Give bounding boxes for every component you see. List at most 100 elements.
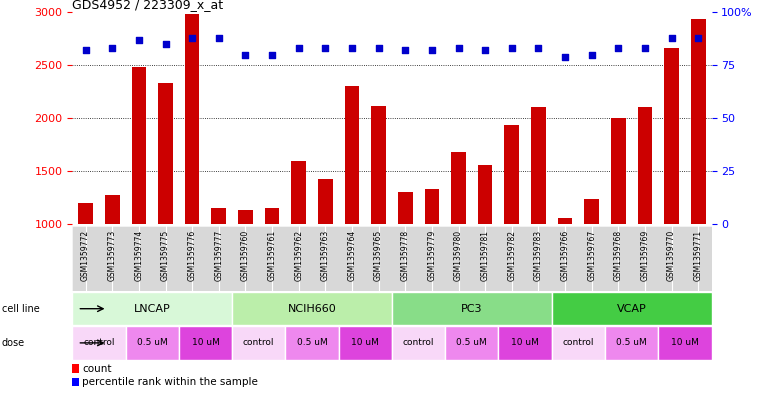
Bar — [212, 208, 226, 224]
Text: GSM1359761: GSM1359761 — [268, 230, 276, 281]
Point — [240, 51, 252, 58]
Bar — [558, 218, 572, 224]
Point — [453, 45, 465, 51]
Text: percentile rank within the sample: percentile rank within the sample — [82, 377, 258, 387]
Text: GSM1359764: GSM1359764 — [348, 230, 356, 281]
Bar — [72, 364, 79, 373]
Text: GSM1359767: GSM1359767 — [587, 230, 596, 281]
Text: 10 uM: 10 uM — [671, 338, 699, 347]
Point — [293, 45, 305, 51]
Bar — [158, 83, 173, 224]
Bar — [265, 208, 279, 224]
Bar — [531, 107, 546, 224]
Bar — [238, 209, 253, 224]
Bar — [291, 161, 306, 224]
Text: GSM1359783: GSM1359783 — [534, 230, 543, 281]
Bar — [232, 326, 285, 360]
Point — [346, 45, 358, 51]
Point — [693, 35, 705, 41]
Bar — [605, 326, 658, 360]
Text: PC3: PC3 — [461, 304, 482, 314]
Point — [266, 51, 279, 58]
Text: GSM1359763: GSM1359763 — [321, 230, 330, 281]
Bar — [132, 67, 146, 224]
Bar — [611, 118, 626, 224]
Bar — [664, 48, 679, 224]
Text: cell line: cell line — [2, 304, 40, 314]
Bar — [339, 326, 392, 360]
Bar — [371, 106, 386, 224]
Text: GSM1359776: GSM1359776 — [188, 230, 196, 281]
Text: control: control — [562, 338, 594, 347]
Point — [533, 45, 545, 51]
Text: GSM1359779: GSM1359779 — [428, 230, 436, 281]
Bar — [126, 326, 179, 360]
Bar — [505, 125, 519, 224]
Text: GSM1359769: GSM1359769 — [641, 230, 649, 281]
Text: GSM1359766: GSM1359766 — [561, 230, 569, 281]
Bar — [451, 152, 466, 224]
Text: GDS4952 / 223309_x_at: GDS4952 / 223309_x_at — [72, 0, 224, 11]
Bar — [658, 326, 712, 360]
Bar — [392, 292, 552, 325]
Point — [586, 51, 598, 58]
Text: count: count — [82, 364, 111, 374]
Text: 0.5 uM: 0.5 uM — [457, 338, 487, 347]
Point — [107, 45, 119, 51]
Text: 10 uM: 10 uM — [511, 338, 539, 347]
Bar — [445, 326, 498, 360]
Text: GSM1359774: GSM1359774 — [135, 230, 143, 281]
Bar — [72, 326, 126, 360]
Point — [479, 47, 492, 53]
Text: control: control — [403, 338, 435, 347]
Text: GSM1359778: GSM1359778 — [401, 230, 409, 281]
Bar — [179, 326, 232, 360]
Bar — [78, 203, 93, 224]
Text: 0.5 uM: 0.5 uM — [616, 338, 647, 347]
Bar — [345, 86, 359, 224]
Bar — [691, 18, 705, 224]
Point — [506, 45, 518, 51]
Text: GSM1359775: GSM1359775 — [161, 230, 170, 281]
Text: GSM1359781: GSM1359781 — [481, 230, 489, 281]
Point — [559, 53, 571, 60]
Text: VCAP: VCAP — [616, 304, 647, 314]
Point — [213, 35, 225, 41]
Text: control: control — [83, 338, 115, 347]
Text: GSM1359782: GSM1359782 — [508, 230, 516, 281]
Text: GSM1359777: GSM1359777 — [215, 230, 223, 281]
Text: GSM1359772: GSM1359772 — [81, 230, 90, 281]
Point — [373, 45, 385, 51]
Bar — [398, 191, 412, 224]
Bar — [638, 107, 652, 224]
Text: GSM1359771: GSM1359771 — [694, 230, 702, 281]
Point — [400, 47, 412, 53]
Text: 10 uM: 10 uM — [192, 338, 219, 347]
Bar — [185, 14, 199, 224]
Bar — [285, 326, 339, 360]
Point — [186, 35, 199, 41]
Text: 0.5 uM: 0.5 uM — [297, 338, 327, 347]
Point — [80, 47, 92, 53]
Bar — [498, 326, 552, 360]
Bar — [318, 179, 333, 224]
Point — [612, 45, 624, 51]
Bar — [425, 189, 439, 224]
Point — [426, 47, 438, 53]
Point — [160, 41, 172, 47]
Text: GSM1359760: GSM1359760 — [241, 230, 250, 281]
Bar — [552, 292, 712, 325]
Text: GSM1359765: GSM1359765 — [374, 230, 383, 281]
Point — [666, 35, 678, 41]
Text: dose: dose — [2, 338, 24, 348]
Text: 0.5 uM: 0.5 uM — [137, 338, 167, 347]
Text: GSM1359770: GSM1359770 — [667, 230, 676, 281]
Bar — [392, 326, 445, 360]
Bar — [72, 292, 232, 325]
Bar — [552, 326, 605, 360]
Bar — [584, 199, 599, 224]
Bar — [72, 378, 79, 386]
Bar — [232, 292, 392, 325]
Bar — [105, 195, 119, 224]
Text: GSM1359768: GSM1359768 — [614, 230, 622, 281]
